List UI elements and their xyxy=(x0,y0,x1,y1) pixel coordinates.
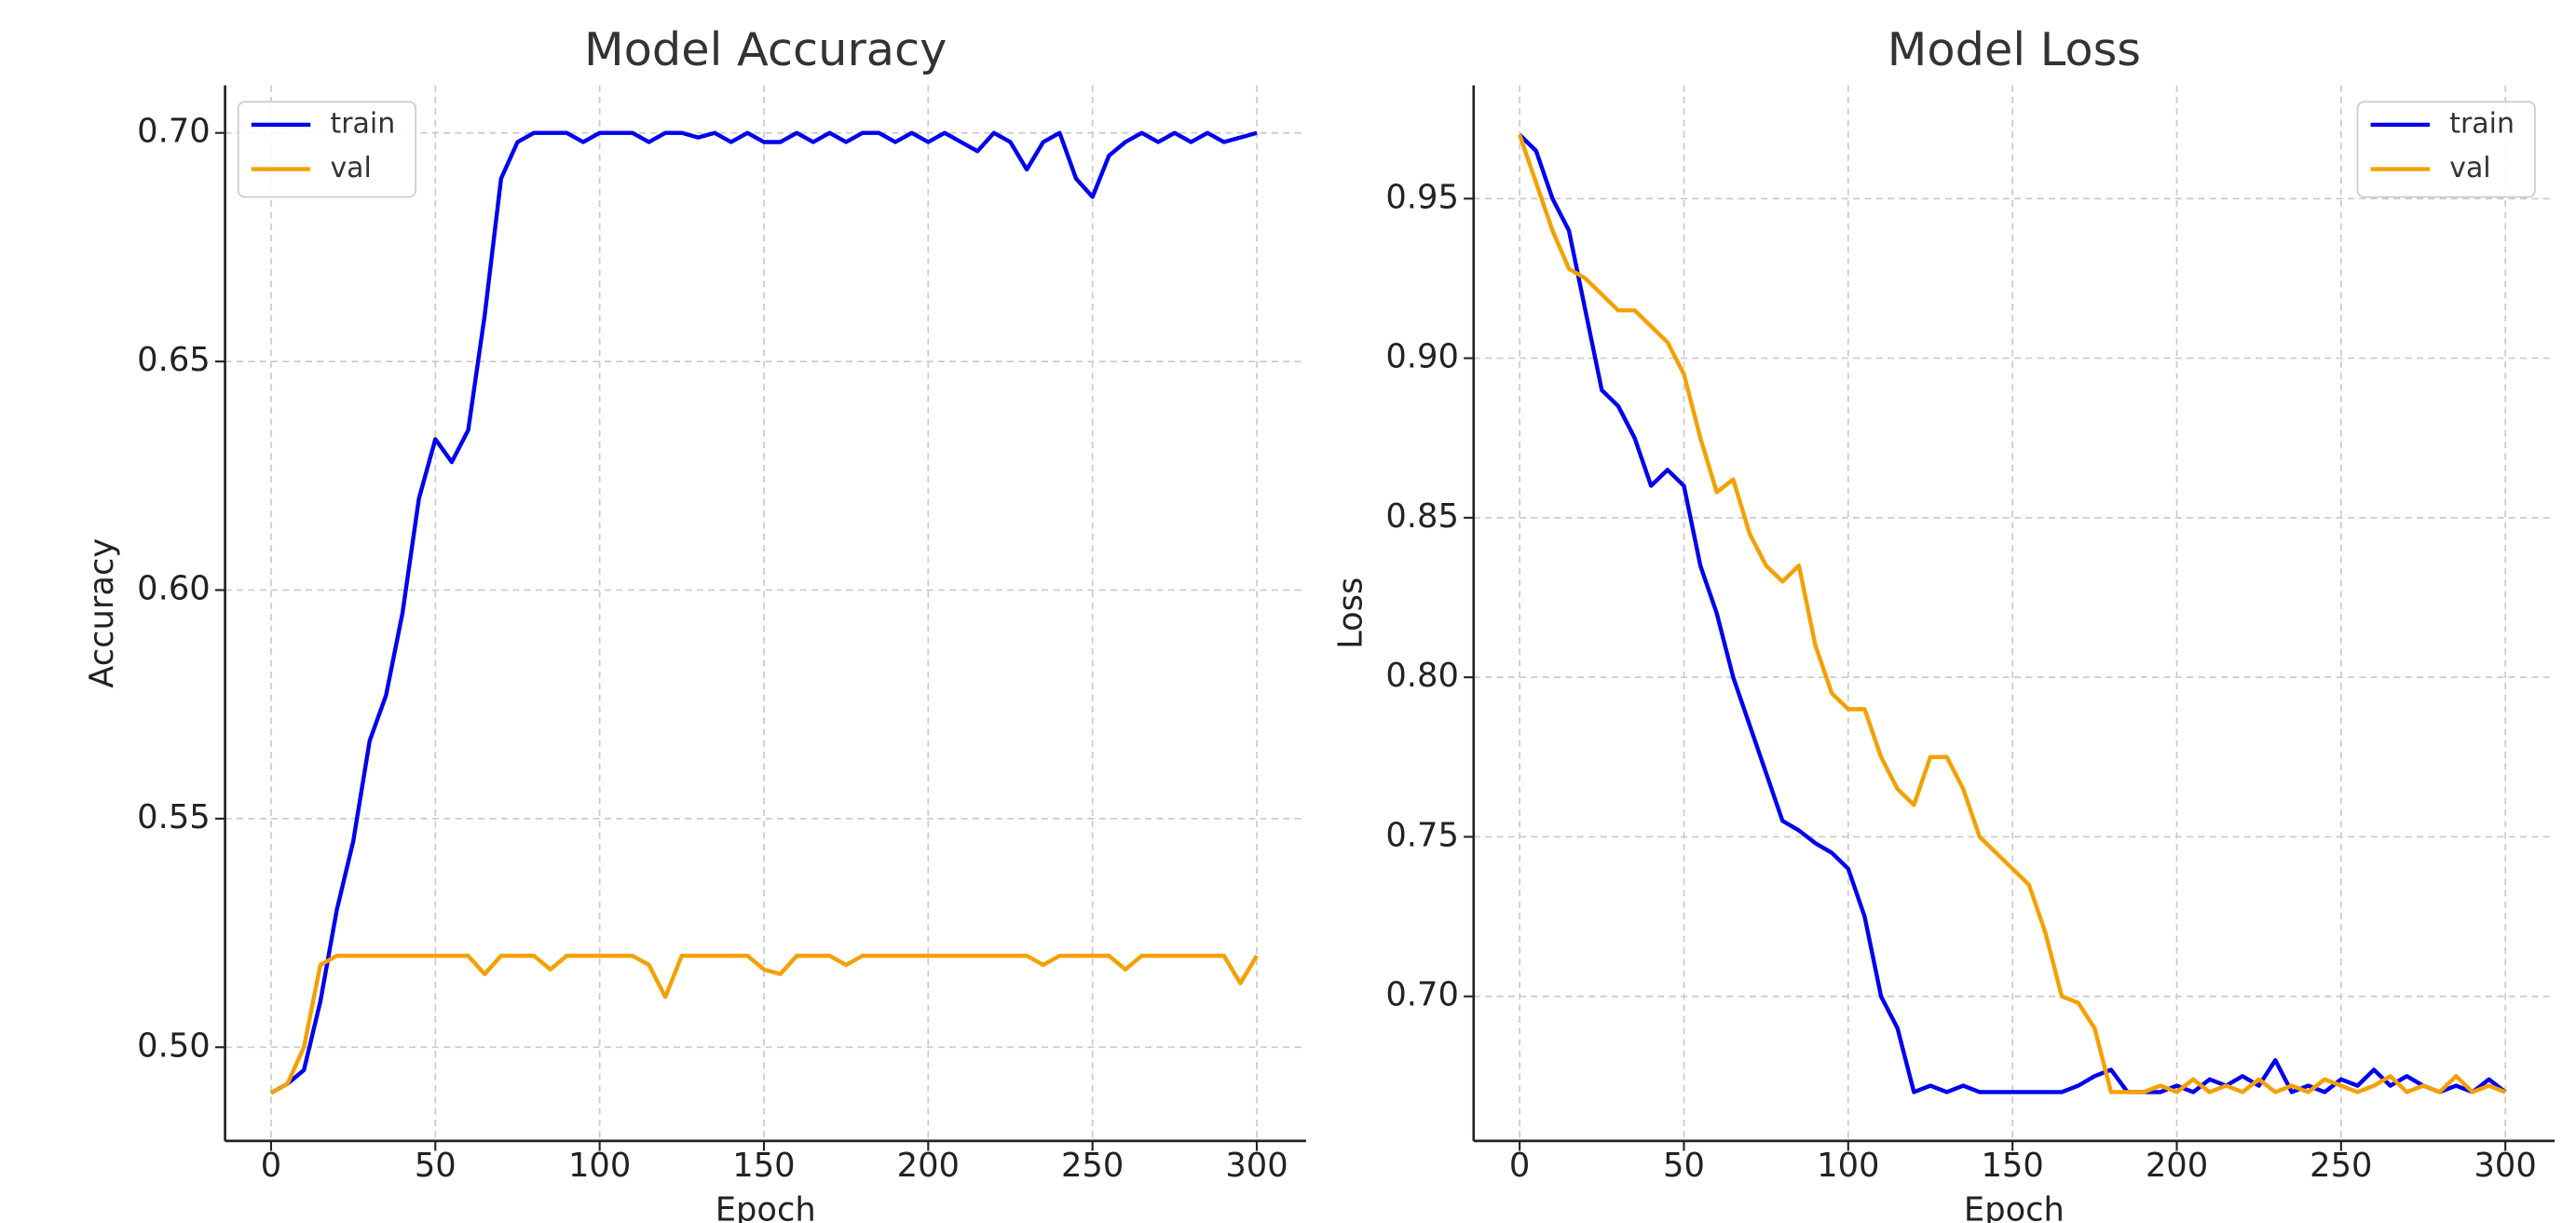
x-tick-label: 0 xyxy=(261,1147,281,1185)
x-tick-label: 50 xyxy=(1663,1147,1705,1185)
y-tick-label: 0.85 xyxy=(1385,497,1459,536)
y-axis-label: Accuracy xyxy=(83,538,121,688)
x-tick-label: 200 xyxy=(897,1147,960,1185)
y-tick-label: 0.80 xyxy=(1385,657,1459,695)
x-tick-label: 250 xyxy=(2310,1147,2372,1185)
x-tick-label: 50 xyxy=(415,1147,457,1185)
y-tick-label: 0.70 xyxy=(137,113,211,151)
x-tick-label: 150 xyxy=(1981,1147,2043,1185)
chart-title: Model Accuracy xyxy=(584,22,947,76)
y-tick-label: 0.90 xyxy=(1385,338,1459,376)
data-line xyxy=(1518,133,2507,1094)
legend: train val xyxy=(237,101,417,198)
legend: train val xyxy=(2356,101,2536,198)
x-axis-label: Epoch xyxy=(1964,1191,2065,1223)
chart-title: Model Loss xyxy=(1888,22,2141,76)
x-axis-label: Epoch xyxy=(716,1191,816,1223)
y-tick-label: 0.55 xyxy=(137,798,211,836)
y-axis-label: Loss xyxy=(1331,578,1370,649)
y-tick-label: 0.70 xyxy=(1385,976,1459,1014)
x-tick-label: 250 xyxy=(1061,1147,1124,1185)
x-tick-label: 300 xyxy=(2474,1147,2537,1185)
data-line xyxy=(269,953,1259,1095)
x-tick-label: 300 xyxy=(1225,1147,1288,1185)
y-tick-label: 0.65 xyxy=(137,341,211,379)
y-tick-label: 0.75 xyxy=(1385,816,1459,854)
y-tick-label: 0.60 xyxy=(137,569,211,607)
x-tick-label: 0 xyxy=(1509,1147,1530,1185)
legend-label: train xyxy=(330,107,395,140)
plot: 0 50 100 150 200 250 300 0.50 0.55 0.60 0.65 0.70 Mo… xyxy=(83,22,1306,1223)
legend-label: val xyxy=(330,152,371,184)
data-line xyxy=(269,130,1258,1095)
legend-label: train xyxy=(2449,107,2515,140)
x-tick-label: 150 xyxy=(732,1147,795,1185)
y-tick-label: 0.50 xyxy=(137,1026,211,1065)
plot: 0 50 100 150 200 250 300 0.70 0.75 0.80 0.85 0.90 0.… xyxy=(1331,22,2556,1223)
data-line xyxy=(1518,134,2506,1094)
legend-label: val xyxy=(2449,152,2490,184)
x-tick-label: 100 xyxy=(1817,1147,1879,1185)
x-tick-label: 100 xyxy=(568,1147,631,1185)
y-tick-label: 0.95 xyxy=(1385,178,1459,216)
x-tick-label: 200 xyxy=(2146,1147,2208,1185)
